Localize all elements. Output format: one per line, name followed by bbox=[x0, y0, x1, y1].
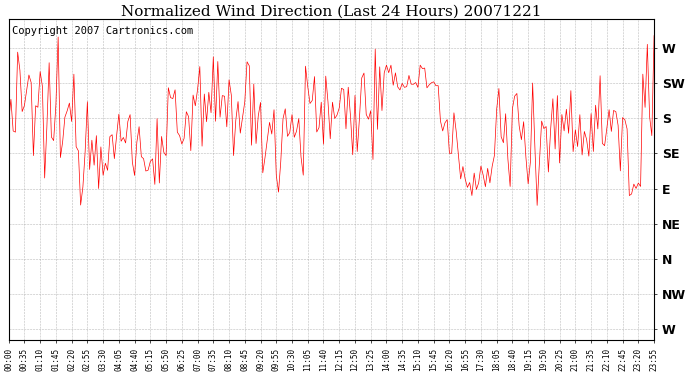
Text: Copyright 2007 Cartronics.com: Copyright 2007 Cartronics.com bbox=[12, 26, 193, 36]
Title: Normalized Wind Direction (Last 24 Hours) 20071221: Normalized Wind Direction (Last 24 Hours… bbox=[121, 4, 542, 18]
